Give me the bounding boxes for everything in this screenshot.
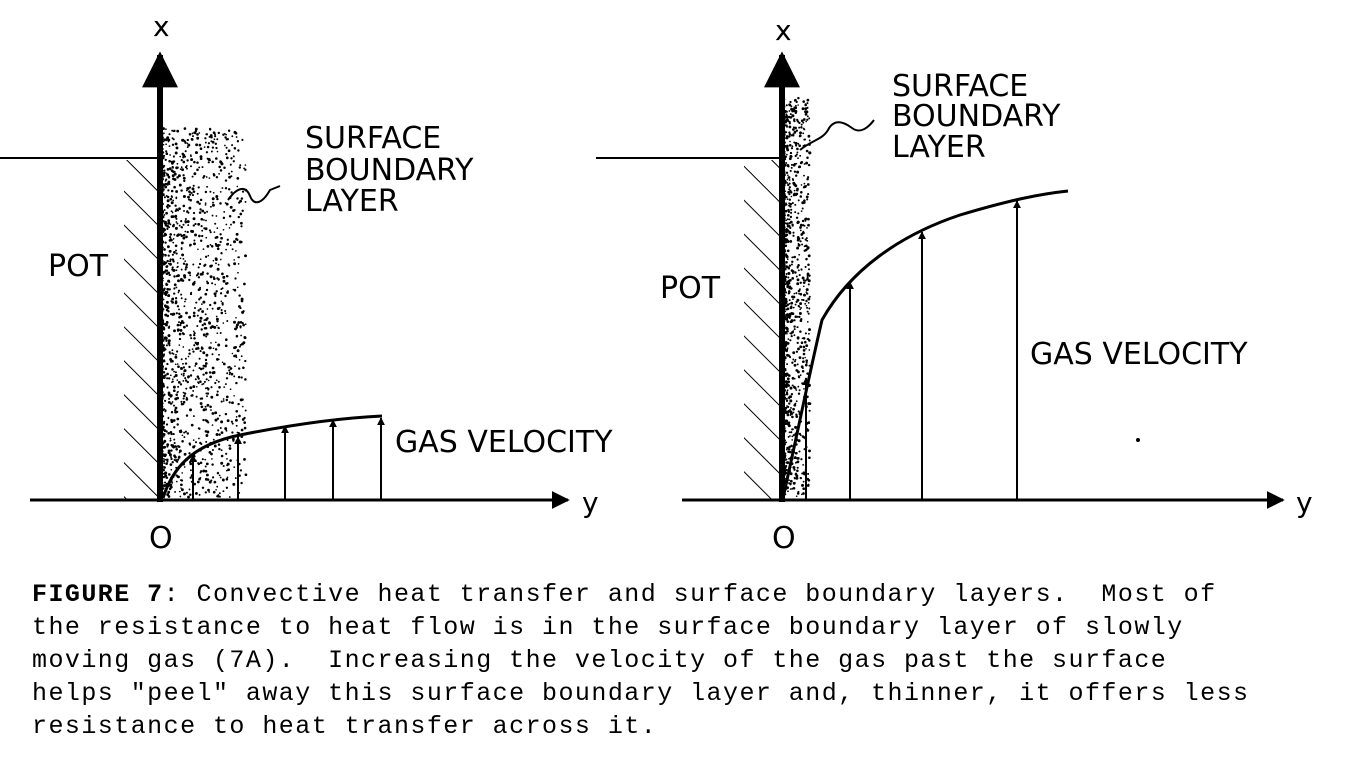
boundary-label-line-2: BOUNDARY bbox=[305, 153, 474, 188]
pot-label: POT bbox=[48, 249, 109, 284]
boundary-leader-line bbox=[227, 185, 281, 204]
boundary-label-line-1: SURFACE bbox=[305, 121, 441, 156]
pot-label: POT bbox=[660, 271, 721, 306]
y-axis-label: y bbox=[582, 486, 599, 519]
scan-speck bbox=[1136, 438, 1140, 442]
panel-right: x y O POT SURFACE BOUNDARY LAYER GAS VEL… bbox=[596, 14, 1313, 556]
velocity-profile-curve bbox=[781, 189, 1069, 499]
caption-figure-number: FIGURE 7 bbox=[32, 580, 164, 609]
boundary-label-line-3: LAYER bbox=[305, 184, 399, 219]
origin-label: O bbox=[772, 521, 796, 556]
caption-line-5: resistance to heat transfer across it. bbox=[32, 712, 658, 741]
figure-diagram: x y O POT SURFACE BOUNDARY LAYER GAS VEL… bbox=[0, 10, 1313, 556]
boundary-label-line-3: LAYER bbox=[892, 130, 986, 165]
caption-line-3: moving gas (7A). Increasing the velocity… bbox=[32, 646, 1168, 675]
caption-line-4: helps "peel" away this surface boundary … bbox=[32, 679, 1250, 708]
origin-label: O bbox=[149, 521, 173, 556]
caption-line-2: the resistance to heat flow is in the su… bbox=[32, 613, 1184, 642]
boundary-label-line-1: SURFACE bbox=[892, 69, 1028, 104]
boundary-layer-stipple bbox=[160, 127, 248, 499]
figure-caption: FIGURE 7: Convective heat transfer and s… bbox=[32, 578, 1342, 743]
boundary-leader-line bbox=[799, 119, 875, 151]
pot-wall-hatch bbox=[744, 160, 780, 500]
gas-velocity-label: GAS VELOCITY bbox=[1030, 337, 1248, 372]
gas-velocity-label: GAS VELOCITY bbox=[395, 425, 613, 460]
pot-wall-hatch bbox=[124, 160, 158, 500]
velocity-profile-curve bbox=[161, 414, 383, 499]
x-axis-label: x bbox=[775, 14, 792, 47]
boundary-label-line-2: BOUNDARY bbox=[892, 99, 1061, 134]
panel-left: x y O POT SURFACE BOUNDARY LAYER GAS VEL… bbox=[0, 10, 613, 556]
x-axis-label: x bbox=[153, 10, 170, 43]
y-axis-label: y bbox=[1296, 486, 1313, 519]
caption-line-1: : Convective heat transfer and surface b… bbox=[163, 580, 1217, 609]
